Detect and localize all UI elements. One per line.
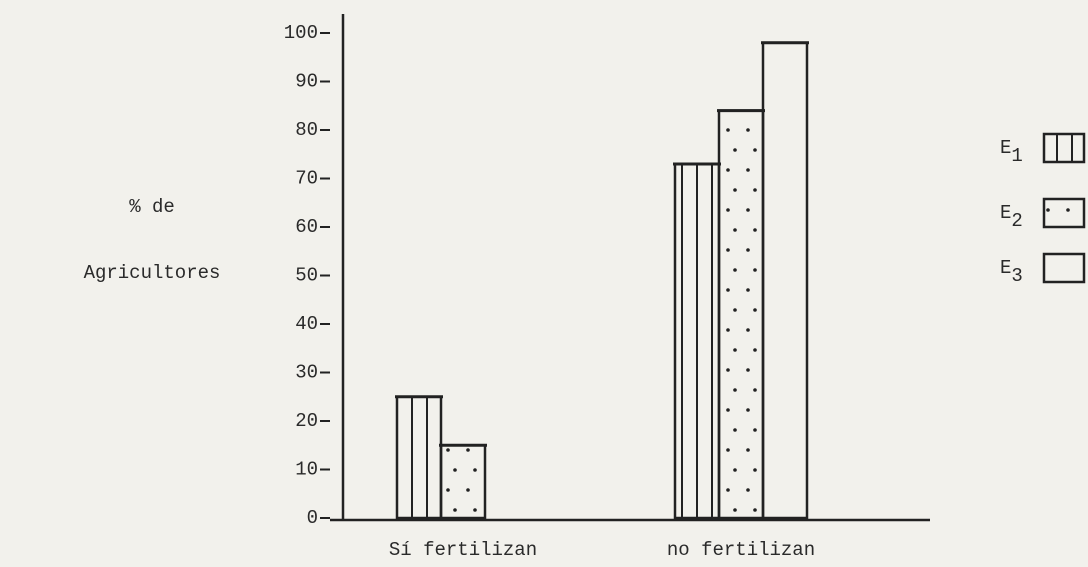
y-axis-label: % de xyxy=(129,196,175,218)
y-tick-label: 40 xyxy=(295,313,318,335)
y-tick-label: 0 xyxy=(307,507,318,529)
legend-swatch xyxy=(1042,197,1086,229)
bar xyxy=(395,395,443,520)
y-tick-label: 70 xyxy=(295,168,318,190)
legend-swatch xyxy=(1042,252,1086,284)
y-tick-label: 90 xyxy=(295,71,318,93)
y-tick-label: 60 xyxy=(295,216,318,238)
x-tick-label: Sí fertilizan xyxy=(389,539,537,561)
bar xyxy=(717,109,765,520)
legend-label: E3 xyxy=(1000,257,1023,287)
legend-label: E2 xyxy=(1000,202,1023,232)
bar xyxy=(673,162,721,520)
y-tick-label: 50 xyxy=(295,265,318,287)
x-tick-label: no fertilizan xyxy=(667,539,815,561)
y-tick-label: 80 xyxy=(295,119,318,141)
bar xyxy=(439,443,487,520)
legend-label: E1 xyxy=(1000,137,1023,167)
y-tick-label: 100 xyxy=(284,22,318,44)
bar xyxy=(761,41,809,520)
y-tick-label: 30 xyxy=(295,362,318,384)
legend-swatch xyxy=(1042,132,1086,164)
y-tick-label: 10 xyxy=(295,459,318,481)
y-axis-label: Agricultores xyxy=(84,262,221,284)
y-tick-label: 20 xyxy=(295,410,318,432)
